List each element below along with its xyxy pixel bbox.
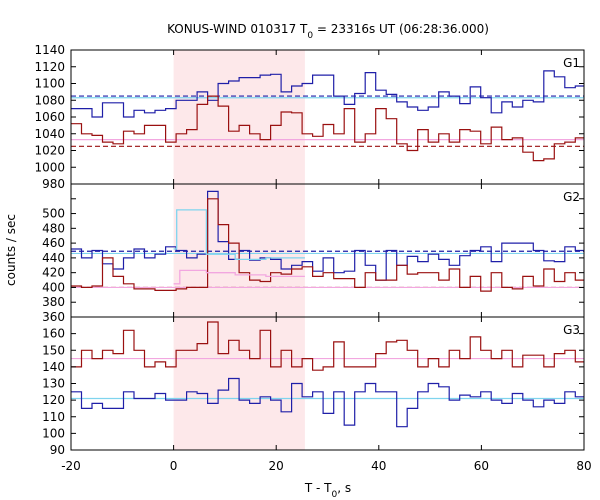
y-tick-label: 1080 [34,93,65,107]
y-tick-label: 1020 [34,144,65,158]
x-tick-label: 80 [576,459,591,473]
chart-title: KONUS-WIND 010317 T0 = 23316s UT (06:28:… [167,22,489,41]
y-tick-label: 420 [42,266,65,280]
y-tick-label: 980 [42,177,65,191]
y-tick-label: 380 [42,295,65,309]
y-tick-label: 360 [42,310,65,324]
fit-bins-pink [173,269,305,285]
panel-label: G1 [563,56,580,70]
chart-title-prefix: KONUS-WIND 010317 T [167,22,308,36]
x-tick-label: 0 [170,459,178,473]
y-tick-label: 160 [42,327,65,341]
y-tick-label: 400 [42,280,65,294]
y-tick-label: 440 [42,251,65,265]
y-tick-label: 130 [42,377,65,391]
x-tick-label: 20 [269,459,284,473]
y-tick-label: 460 [42,236,65,250]
panel-plot [71,70,584,162]
y-tick-label: 500 [42,207,65,221]
y-tick-label: 110 [42,410,65,424]
series-blue-g3 [71,377,584,428]
x-axis-title-prefix: T - T [304,481,332,495]
series-red-g3 [71,321,584,371]
x-axis-title-suffix: , s [337,481,351,495]
series-red-g2 [71,198,584,292]
chart-title-subscript: 0 [307,31,313,41]
panel-frame [70,49,585,185]
y-tick-label: 1120 [34,60,65,74]
y-tick-label: 1140 [34,43,65,57]
panel-plot [71,190,584,292]
y-tick-label: 150 [42,343,65,357]
panel-label: G3 [563,323,580,337]
y-tick-label: 1040 [34,127,65,141]
panel-frame [70,316,585,451]
y-tick-label: 1100 [34,77,65,91]
y-tick-label: 480 [42,221,65,235]
series-blue-g2 [71,190,584,281]
y-tick-label: 1060 [34,110,65,124]
y-tick-label: 90 [50,443,65,457]
panel-g1: 980 1000 1020 1040 1060 1080 1100 1120 1140 G1 [34,43,585,191]
panel-g3: 90 100 110 120 130 140 150 160 G3 [42,316,585,457]
fit-bins-cyan [173,209,305,261]
y-tick-label: 100 [42,426,65,440]
y-tick-label: 120 [42,393,65,407]
panel-label: G2 [563,190,580,204]
series-red-g1 [71,95,584,162]
y-axis-title: counts / sec [4,214,18,286]
x-tick-label: 60 [474,459,489,473]
x-tick-label: 40 [371,459,386,473]
x-axis-title-subscript: 0 [332,490,338,500]
y-tick-label: 140 [42,360,65,374]
panel-plot [71,321,584,428]
chart-title-suffix: = 23316s UT (06:28:36.000) [313,22,489,36]
plot-area: 98010001020104010601080110011201140G1360… [34,43,591,473]
x-tick-label: -20 [61,459,81,473]
panel-frame [70,183,585,318]
y-tick-label: 1000 [34,160,65,174]
series-blue-g1 [71,70,584,118]
x-axis-title: T - T0, s [304,481,351,500]
